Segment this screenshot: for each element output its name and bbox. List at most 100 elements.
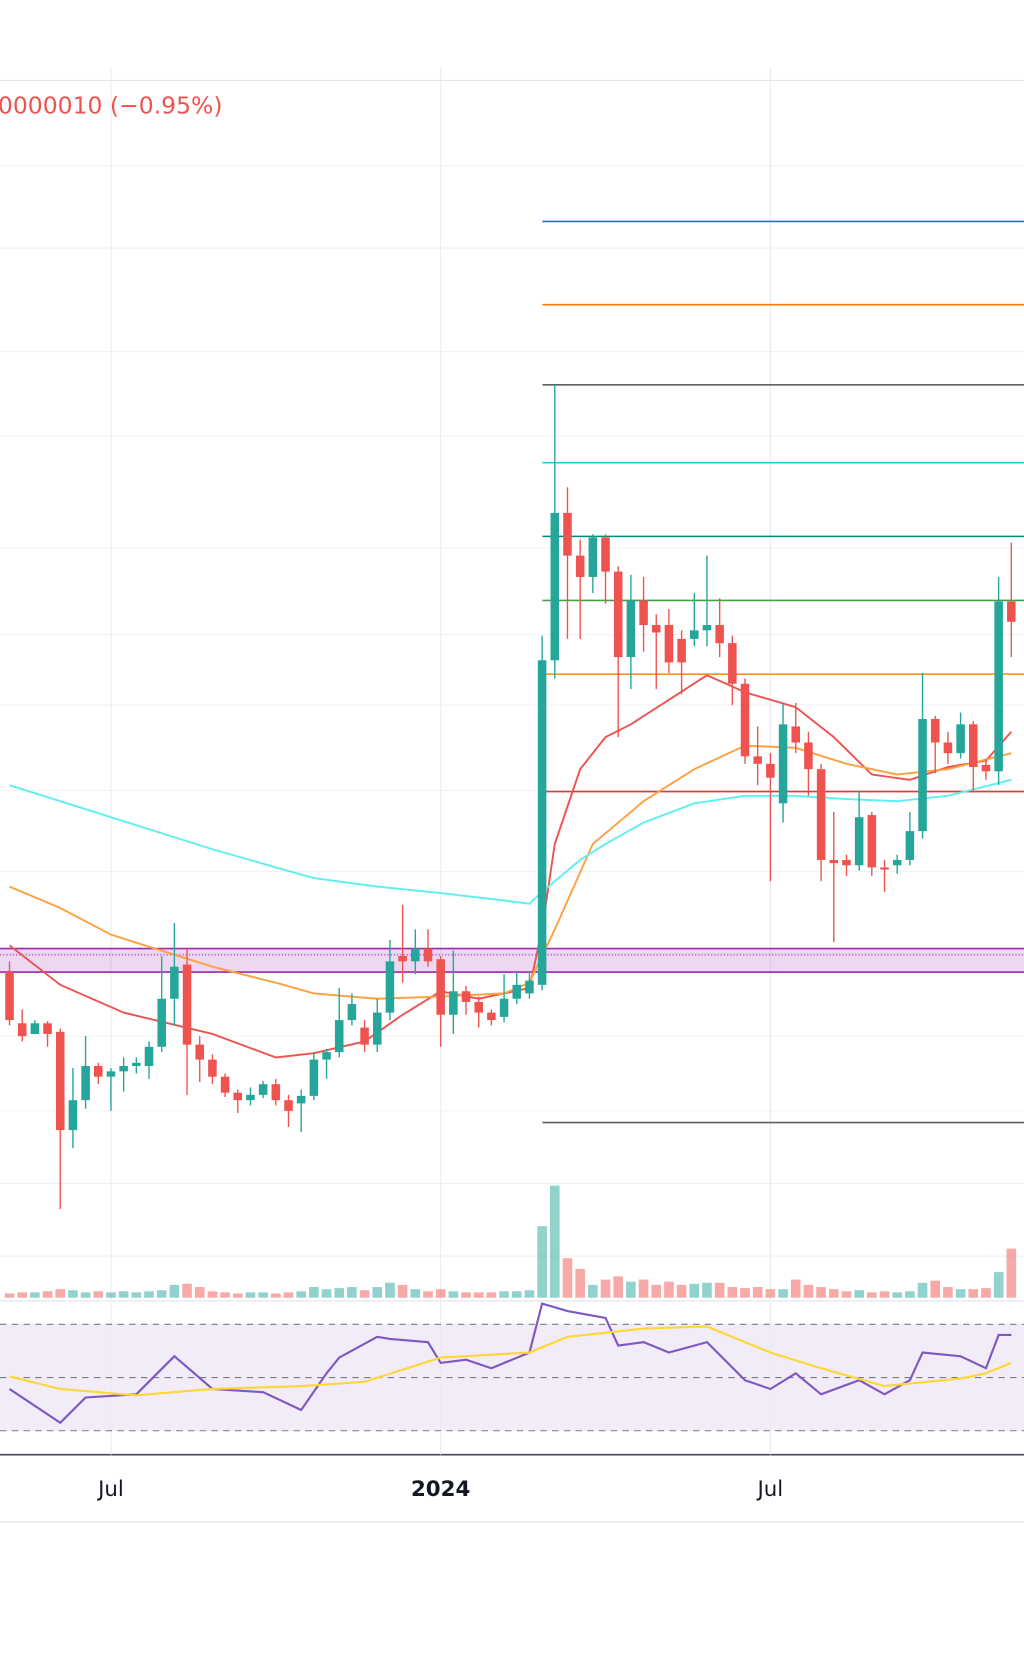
candle-body	[829, 859, 839, 864]
candle-body	[5, 972, 14, 1021]
candle-body	[258, 1084, 268, 1095]
volume-bar	[359, 1290, 370, 1298]
candle-body	[892, 859, 902, 866]
candle-body	[715, 625, 724, 644]
candle-body	[43, 1023, 52, 1034]
candle-body	[804, 742, 813, 770]
candle-body	[385, 961, 395, 1013]
candle-body	[791, 726, 801, 743]
candle-body	[778, 724, 788, 804]
volume-bar	[131, 1292, 142, 1298]
volume-bar	[600, 1279, 611, 1298]
candle-body	[740, 683, 750, 757]
volume-bar	[17, 1292, 27, 1298]
volume-bar	[169, 1284, 180, 1298]
price-pane	[0, 220, 1024, 1210]
candle-body	[296, 1095, 306, 1104]
volume-bar	[651, 1284, 662, 1298]
x-tick-label: 2024	[411, 1477, 470, 1502]
volume-bar	[993, 1272, 1004, 1298]
candle-body	[690, 630, 699, 639]
volume-bar	[968, 1289, 979, 1298]
volume-bar	[981, 1288, 991, 1298]
labels: Jul 2024 Jul	[96, 1477, 783, 1502]
candle-body	[512, 984, 522, 999]
volume-bar	[486, 1292, 497, 1298]
volume-bar	[258, 1292, 268, 1298]
volume-bar	[220, 1292, 230, 1298]
candle-body	[575, 555, 585, 577]
volume-bar	[562, 1258, 573, 1298]
volume-bar	[549, 1185, 560, 1298]
candle-body	[854, 817, 864, 866]
candle-body	[639, 600, 648, 626]
candle-body	[81, 1066, 90, 1101]
candle-body	[651, 625, 661, 633]
candle-body	[588, 537, 598, 577]
candle-body	[271, 1084, 281, 1101]
volume-bar	[207, 1291, 218, 1298]
volume-bar	[524, 1290, 535, 1298]
x-tick-label: Jul	[755, 1477, 783, 1502]
candle-body	[411, 948, 420, 962]
volume-bar	[1006, 1248, 1017, 1298]
volume-bar	[68, 1290, 78, 1298]
volume-bar	[4, 1293, 15, 1298]
volume-bar	[283, 1292, 294, 1298]
volume-bar	[714, 1282, 725, 1298]
volume-bar	[892, 1292, 902, 1298]
volume-bar	[765, 1289, 776, 1298]
candle-body	[55, 1031, 65, 1131]
volume-bar	[778, 1289, 788, 1298]
candle-body	[132, 1062, 141, 1067]
volume-bar	[55, 1289, 66, 1298]
volume-bar	[385, 1282, 395, 1298]
candle-body	[664, 625, 674, 663]
candle-body	[157, 998, 166, 1047]
candle-body	[880, 867, 889, 870]
volume-bar	[626, 1281, 636, 1298]
rsi-pane	[0, 1302, 1024, 1432]
candle-body	[119, 1066, 128, 1072]
candle-body	[728, 643, 737, 684]
volume-bar	[423, 1291, 433, 1298]
volume-bar	[80, 1292, 91, 1298]
volume-bar	[397, 1284, 408, 1298]
volume-bar	[879, 1291, 890, 1298]
candle-body	[816, 769, 826, 860]
candle-body	[969, 724, 978, 768]
volume-bar	[676, 1284, 687, 1298]
candle-body	[170, 966, 179, 999]
volume-bar	[740, 1288, 750, 1298]
candle-body	[842, 859, 851, 866]
volume-bar	[334, 1288, 345, 1298]
candle-body	[487, 1012, 496, 1021]
candle-body	[766, 763, 775, 778]
volume-bar	[816, 1287, 826, 1298]
candle-body	[981, 764, 991, 772]
volume-bar	[511, 1291, 522, 1298]
candle-body	[208, 1059, 217, 1077]
rsi-line	[8, 1302, 1012, 1425]
volume-bar	[245, 1292, 256, 1298]
candle-body	[677, 638, 686, 663]
volume-bar	[448, 1291, 459, 1298]
volume-bar	[232, 1293, 243, 1298]
candle-body	[334, 1020, 344, 1053]
volume-bar	[499, 1291, 509, 1298]
candle-body	[195, 1044, 204, 1060]
candle-body	[1007, 601, 1016, 622]
candle-body	[94, 1066, 103, 1077]
volume-bar	[828, 1289, 839, 1298]
volume-bar	[93, 1291, 104, 1298]
volume-bar	[854, 1290, 864, 1298]
volume-bar	[727, 1287, 738, 1298]
candle-body	[309, 1059, 319, 1096]
candle-body	[246, 1094, 255, 1101]
volume-bar	[296, 1291, 306, 1298]
volume-bar	[42, 1291, 53, 1298]
volume-bar	[803, 1284, 814, 1298]
volume-bar	[638, 1279, 649, 1298]
candle-body	[905, 831, 915, 860]
